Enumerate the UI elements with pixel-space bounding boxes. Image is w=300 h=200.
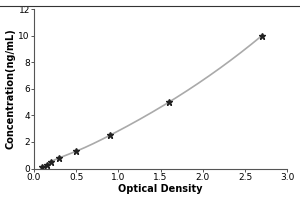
X-axis label: Optical Density: Optical Density — [118, 184, 203, 194]
Y-axis label: Concentration(ng/mL): Concentration(ng/mL) — [6, 28, 16, 149]
